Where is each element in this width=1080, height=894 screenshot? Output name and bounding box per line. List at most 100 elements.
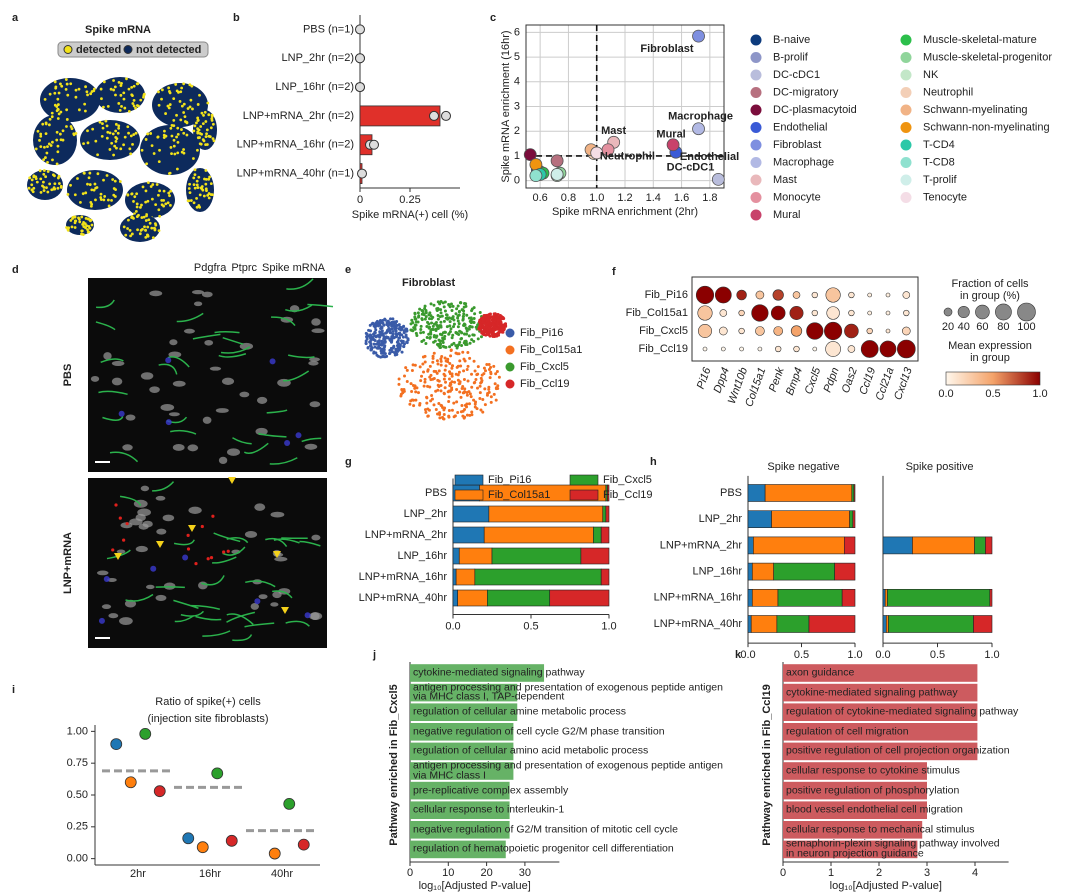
condition-label: PBS bbox=[62, 364, 74, 387]
y-axis-label: Spike mRNA enrichment (16hr) bbox=[500, 30, 512, 182]
dot bbox=[738, 327, 745, 335]
umap-cell bbox=[179, 118, 183, 122]
umap-cell bbox=[81, 192, 85, 196]
umap-cell bbox=[43, 98, 47, 101]
legend-label: Fib_Cxcl5 bbox=[520, 361, 569, 373]
umap-cell bbox=[43, 145, 46, 149]
panel-letter: b bbox=[233, 12, 240, 24]
umap-cell bbox=[479, 335, 483, 339]
umap-cell bbox=[426, 414, 430, 418]
nucleus bbox=[137, 508, 151, 517]
umap-cell bbox=[470, 385, 474, 389]
x-tick-label: 1.2 bbox=[617, 192, 632, 204]
bar bbox=[410, 821, 510, 839]
umap-cell bbox=[39, 134, 43, 138]
umap-cell bbox=[465, 368, 469, 372]
umap-cell bbox=[459, 330, 463, 334]
dot bbox=[826, 306, 840, 320]
umap-cell bbox=[444, 345, 448, 349]
umap-cell bbox=[160, 198, 164, 202]
umap-cell bbox=[389, 317, 393, 321]
bar-segment bbox=[593, 526, 602, 544]
point bbox=[297, 838, 310, 851]
umap-cell bbox=[130, 216, 133, 219]
legend-swatch bbox=[750, 209, 762, 221]
channel-label: Spike mRNA bbox=[262, 262, 326, 274]
umap-cell bbox=[176, 140, 180, 144]
umap-cell bbox=[119, 147, 123, 151]
umap-cell bbox=[463, 359, 467, 363]
umap-cell bbox=[51, 140, 54, 144]
fibroblast-stain bbox=[100, 358, 124, 364]
fibroblast-stain bbox=[285, 620, 310, 627]
dot bbox=[755, 326, 765, 336]
umap-cell bbox=[441, 331, 445, 335]
umap-cell bbox=[410, 328, 414, 332]
y-tick-label: LNP+mRNA_16hr (n=2) bbox=[237, 139, 354, 151]
bar-segment bbox=[777, 588, 843, 607]
bar-segment bbox=[973, 615, 993, 633]
umap-cell bbox=[436, 362, 440, 366]
umap-cell bbox=[193, 186, 197, 190]
bar-segment bbox=[751, 588, 779, 607]
umap-cell bbox=[457, 382, 461, 386]
y-axis-label: Pathway enriched in Fib_Cxcl5 bbox=[388, 684, 400, 845]
umap-cell bbox=[82, 142, 85, 145]
arrowhead bbox=[188, 525, 196, 532]
umap-cell bbox=[441, 415, 445, 419]
bar-segment bbox=[580, 547, 610, 565]
umap-cell bbox=[86, 93, 89, 97]
umap-cell bbox=[457, 322, 461, 326]
umap-cell bbox=[465, 327, 469, 331]
bar bbox=[783, 723, 978, 741]
umap-cell bbox=[458, 301, 462, 305]
umap-cell bbox=[55, 138, 59, 142]
umap-cell bbox=[438, 416, 442, 420]
legend-swatch bbox=[900, 52, 912, 63]
umap-cell bbox=[195, 121, 198, 125]
dot bbox=[698, 324, 712, 338]
legend-swatch bbox=[505, 328, 515, 338]
umap-cell bbox=[410, 390, 414, 394]
umap-cell bbox=[59, 110, 63, 114]
umap-cell bbox=[439, 389, 443, 393]
umap-cell bbox=[452, 401, 456, 405]
umap-cell bbox=[370, 346, 374, 350]
umap-cell bbox=[494, 398, 498, 402]
umap-cell bbox=[132, 84, 136, 88]
umap-cell bbox=[182, 82, 186, 86]
immune-stain bbox=[295, 432, 302, 439]
umap-cell bbox=[483, 403, 487, 407]
umap-cell bbox=[123, 106, 127, 110]
umap-cell bbox=[157, 160, 161, 164]
nucleus bbox=[201, 291, 213, 298]
bar bbox=[783, 664, 978, 682]
arrowhead bbox=[281, 607, 289, 614]
umap-cell bbox=[466, 379, 470, 383]
umap-cell bbox=[108, 148, 112, 151]
bar-segment bbox=[747, 615, 752, 633]
umap-cell bbox=[65, 125, 68, 128]
umap-cell bbox=[420, 340, 424, 344]
umap-cell bbox=[46, 145, 49, 149]
spike-stain bbox=[111, 548, 115, 552]
y-tick-label: 1.00 bbox=[67, 725, 88, 737]
point bbox=[711, 172, 725, 186]
umap-cell bbox=[163, 129, 166, 133]
point bbox=[153, 785, 166, 798]
umap-cell bbox=[489, 400, 493, 404]
legend-title: in group (%) bbox=[960, 290, 1020, 302]
umap-cell bbox=[465, 393, 469, 397]
legend-swatch bbox=[750, 139, 762, 151]
umap-cell bbox=[462, 391, 466, 395]
umap-cell bbox=[119, 93, 123, 97]
umap-cell bbox=[123, 135, 127, 139]
fibroblast-stain bbox=[96, 299, 115, 309]
umap-cell bbox=[496, 315, 500, 319]
panel-letter: k bbox=[735, 649, 742, 661]
umap-cell bbox=[494, 386, 498, 390]
umap-cell bbox=[429, 373, 433, 377]
umap-cell bbox=[105, 174, 109, 177]
spike-stain bbox=[122, 538, 126, 542]
umap-cell bbox=[86, 182, 89, 186]
